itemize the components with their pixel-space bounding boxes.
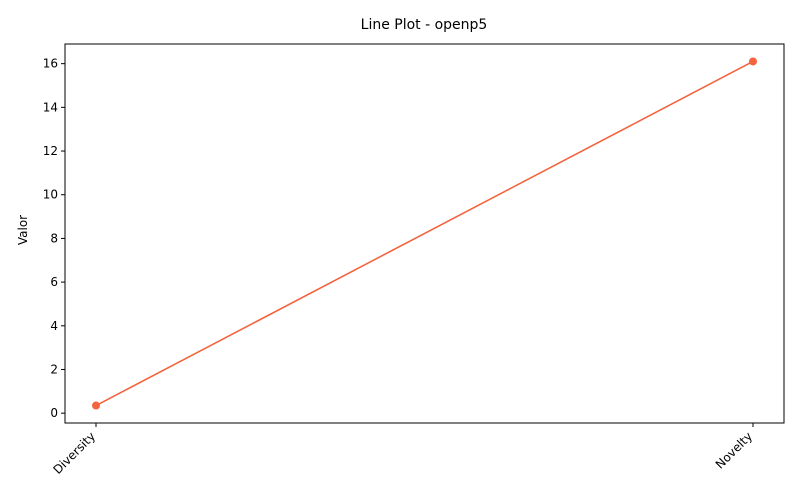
y-tick-label: 16 [43, 57, 58, 71]
y-tick-label: 6 [50, 275, 58, 289]
x-tick-label: Diversity [50, 429, 98, 477]
y-tick-label: 10 [43, 188, 58, 202]
data-point [749, 57, 757, 66]
plot-frame [64, 43, 785, 424]
data-point [92, 401, 100, 410]
y-tick-label: 8 [50, 231, 58, 245]
y-tick-label: 0 [50, 406, 58, 420]
series-line [95, 60, 754, 407]
y-tick-label: 12 [43, 144, 58, 158]
x-tick-label: Novelty [713, 429, 755, 471]
y-tick-label: 14 [43, 100, 58, 114]
chart-title: Line Plot - openp5 [361, 17, 488, 33]
y-tick-label: 4 [50, 319, 58, 333]
y-axis-label: Valor [16, 215, 30, 245]
y-tick-label: 2 [50, 362, 58, 376]
plot-area: 0 2 4 6 8 10 12 14 16 Diversity Novelty [43, 43, 785, 477]
